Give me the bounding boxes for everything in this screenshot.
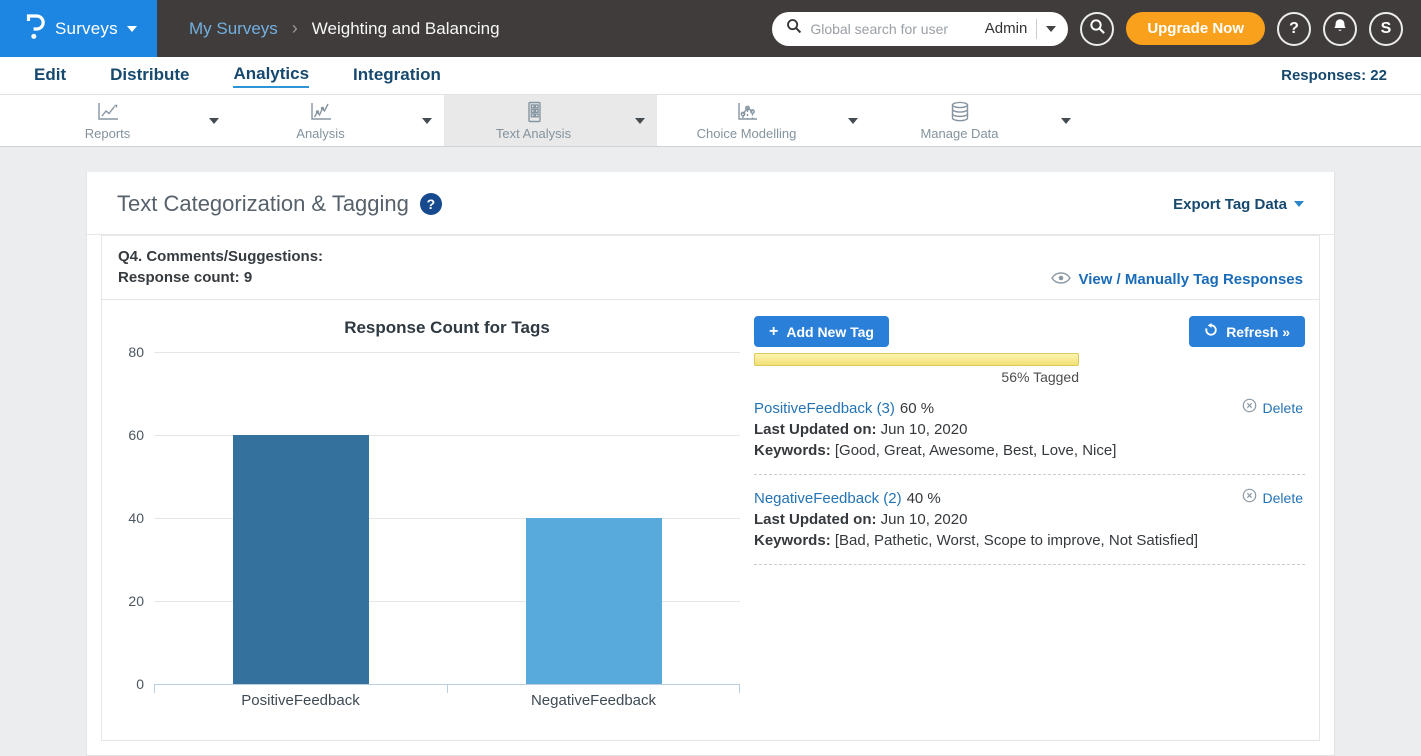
chevron-down-icon <box>1294 201 1304 207</box>
avatar-button[interactable]: S <box>1369 11 1403 46</box>
responses-count: Responses: 22 <box>1281 67 1387 84</box>
breadcrumb: My Surveys › Weighting and Balancing <box>189 18 500 39</box>
text-tagging-card: Text Categorization & Tagging ? Export T… <box>86 172 1335 756</box>
add-new-tag-button[interactable]: + Add New Tag <box>754 316 889 347</box>
refresh-icon <box>1204 323 1218 340</box>
chevron-down-icon <box>126 25 137 32</box>
divider <box>754 564 1305 565</box>
nav-item-distribute[interactable]: Distribute <box>110 64 190 84</box>
bar-positivefeedback <box>232 435 369 684</box>
tab-manage-data[interactable]: Manage Data <box>870 95 1083 146</box>
tag-bar-chart: Response Count for Tags 0 20 40 60 80 <box>112 306 740 709</box>
tag-name-link[interactable]: PositiveFeedback (3) <box>754 400 895 417</box>
help-icon[interactable]: ? <box>419 193 442 215</box>
tag-keywords-value: [Good, Great, Awesome, Best, Love, Nice] <box>834 442 1117 459</box>
top-header: Surveys My Surveys › Weighting and Balan… <box>0 0 1421 57</box>
question-title: Q4. Comments/Suggestions: <box>118 248 324 265</box>
scatter-chart-icon <box>308 101 334 123</box>
plus-icon: + <box>769 322 779 340</box>
tab-choice-modelling[interactable]: Choice Modelling <box>657 95 870 146</box>
refresh-button[interactable]: Refresh » <box>1189 316 1305 347</box>
nav-item-edit[interactable]: Edit <box>34 64 67 84</box>
bell-icon <box>1332 18 1348 39</box>
circle-x-icon <box>1242 488 1257 509</box>
tag-panel: + Add New Tag Refresh » <box>740 306 1305 709</box>
bar-negativefeedback <box>525 518 662 684</box>
chevron-down-icon[interactable] <box>410 95 444 146</box>
chevron-down-icon[interactable] <box>836 95 870 146</box>
category-label: NegativeFeedback <box>530 692 657 709</box>
category-label: PositiveFeedback <box>241 692 360 709</box>
chevron-down-icon[interactable] <box>1049 95 1083 146</box>
y-axis-labels: 0 20 40 60 80 <box>128 344 144 692</box>
chevron-down-icon[interactable] <box>623 95 657 146</box>
delete-tag-button[interactable]: Delete <box>1242 398 1305 419</box>
response-count: Response count: 9 <box>118 269 253 286</box>
help-button[interactable]: ? <box>1277 11 1311 46</box>
x-axis-labels: PositiveFeedback NegativeFeedback <box>154 692 740 709</box>
survey-nav: Edit Distribute Analytics Integration Re… <box>0 57 1421 95</box>
nav-item-integration[interactable]: Integration <box>353 64 441 84</box>
main-content: Text Categorization & Tagging ? Export T… <box>0 147 1421 756</box>
header-actions: Admin Upgrade Now ? S <box>772 11 1421 46</box>
global-search[interactable]: Admin <box>772 11 1069 46</box>
divider <box>754 474 1305 475</box>
search-scope-dropdown[interactable]: Admin <box>984 18 1057 39</box>
tagged-percent-label: 56% Tagged <box>1001 369 1079 385</box>
search-icon <box>786 18 802 39</box>
search-button[interactable] <box>1080 11 1115 46</box>
tag-percent: 40 % <box>906 490 941 507</box>
tag-entry: NegativeFeedback (2) 40 % Delete <box>754 488 1305 549</box>
delete-tag-button[interactable]: Delete <box>1242 488 1305 509</box>
tagged-progress-bar <box>754 353 1079 366</box>
tag-updated-value: Jun 10, 2020 <box>880 511 968 528</box>
tab-text-analysis[interactable]: Text Analysis <box>444 95 657 146</box>
eye-icon <box>1051 271 1072 288</box>
line-chart-icon <box>95 101 121 123</box>
chevron-down-icon <box>1046 25 1057 32</box>
tag-name-link[interactable]: NegativeFeedback (2) <box>754 490 902 507</box>
breadcrumb-parent[interactable]: My Surveys <box>189 18 278 38</box>
tag-percent: 60 % <box>899 400 935 417</box>
tag-updated-value: Jun 10, 2020 <box>880 421 968 438</box>
page-title: Text Categorization & Tagging <box>117 191 409 216</box>
analytics-tabstrip: Reports Analysis <box>0 95 1421 147</box>
product-switcher-label: Surveys <box>55 18 118 38</box>
plot-area <box>154 352 740 693</box>
search-scope-value: Admin <box>984 20 1028 37</box>
chevron-down-icon[interactable] <box>197 95 231 146</box>
x-axis-tick <box>154 684 155 693</box>
view-manually-tag-link[interactable]: View / Manually Tag Responses <box>1051 271 1303 288</box>
database-icon <box>947 101 973 123</box>
document-grid-icon <box>521 101 547 123</box>
tag-keywords-value: [Bad, Pathetic, Worst, Scope to improve,… <box>834 532 1199 549</box>
questionpro-logo-icon <box>24 12 46 45</box>
breadcrumb-current: Weighting and Balancing <box>311 18 500 38</box>
tab-reports[interactable]: Reports <box>18 95 231 146</box>
circle-x-icon <box>1242 398 1257 419</box>
breadcrumb-separator-icon: › <box>291 18 298 38</box>
x-axis-tick <box>447 684 448 693</box>
search-icon <box>1089 18 1106 40</box>
search-input[interactable] <box>810 20 977 37</box>
chart-title: Response Count for Tags <box>344 318 550 337</box>
nav-item-analytics[interactable]: Analytics <box>233 64 310 88</box>
tab-analysis[interactable]: Analysis <box>231 95 444 146</box>
upgrade-button[interactable]: Upgrade Now <box>1126 12 1265 45</box>
app-logo[interactable]: Surveys <box>0 0 157 57</box>
x-axis-tick <box>739 684 740 693</box>
divider <box>1036 18 1038 39</box>
export-tag-data-dropdown[interactable]: Export Tag Data <box>1173 196 1304 213</box>
question-section: Q4. Comments/Suggestions: Response count… <box>101 235 1320 741</box>
choice-chart-icon <box>734 101 760 123</box>
tag-entry: PositiveFeedback (3) 60 % Delete <box>754 398 1305 459</box>
notifications-button[interactable] <box>1323 11 1357 46</box>
